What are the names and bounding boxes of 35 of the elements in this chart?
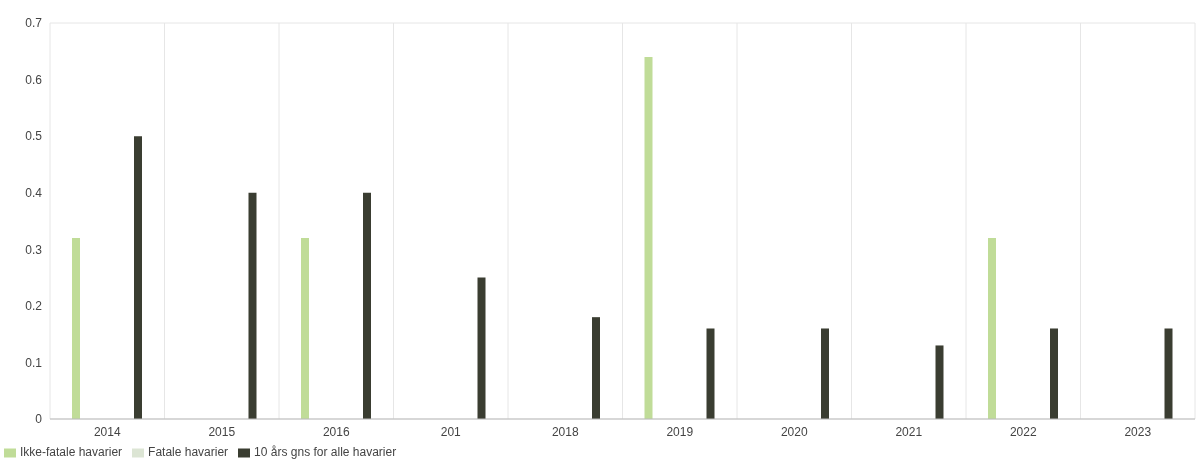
bar xyxy=(134,136,142,419)
x-tick-label: 2020 xyxy=(780,424,808,439)
legend-label: 10 års gns for alle havarier xyxy=(254,445,397,459)
x-tick-label: 2015 xyxy=(208,424,236,439)
x-tick-label: 2023 xyxy=(1124,424,1152,439)
y-tick-label: 0.3 xyxy=(25,242,43,257)
x-tick-label: 201 xyxy=(440,424,462,439)
bar xyxy=(592,317,600,419)
y-tick-label: 0.1 xyxy=(25,355,43,370)
bar xyxy=(72,237,80,419)
bar xyxy=(821,328,829,419)
bar xyxy=(363,192,371,419)
bar xyxy=(248,192,257,419)
x-tick-label: 2018 xyxy=(551,424,579,439)
bar xyxy=(706,328,715,419)
bar xyxy=(935,345,944,419)
bar xyxy=(477,277,486,419)
legend-label: Ikke-fatale havarier xyxy=(20,445,123,459)
x-tick-label: 2016 xyxy=(322,424,350,439)
x-tick-label: 2021 xyxy=(895,424,923,439)
legend-label: Fatale havarier xyxy=(148,445,229,459)
x-tick-label: 2022 xyxy=(1009,424,1037,439)
y-tick-label: 0.5 xyxy=(25,129,43,144)
x-tick-label: 2014 xyxy=(93,424,121,439)
bar xyxy=(644,56,653,419)
bar xyxy=(1050,328,1058,419)
x-tick-label: 2019 xyxy=(666,424,694,439)
bar xyxy=(301,237,309,419)
y-tick-label: 0 xyxy=(35,412,43,427)
y-tick-label: 0.7 xyxy=(25,16,43,31)
y-tick-label: 0.4 xyxy=(25,185,43,200)
y-tick-label: 0.6 xyxy=(25,72,43,87)
y-tick-label: 0.2 xyxy=(25,299,43,314)
bar xyxy=(988,237,996,419)
bar xyxy=(1164,328,1173,419)
